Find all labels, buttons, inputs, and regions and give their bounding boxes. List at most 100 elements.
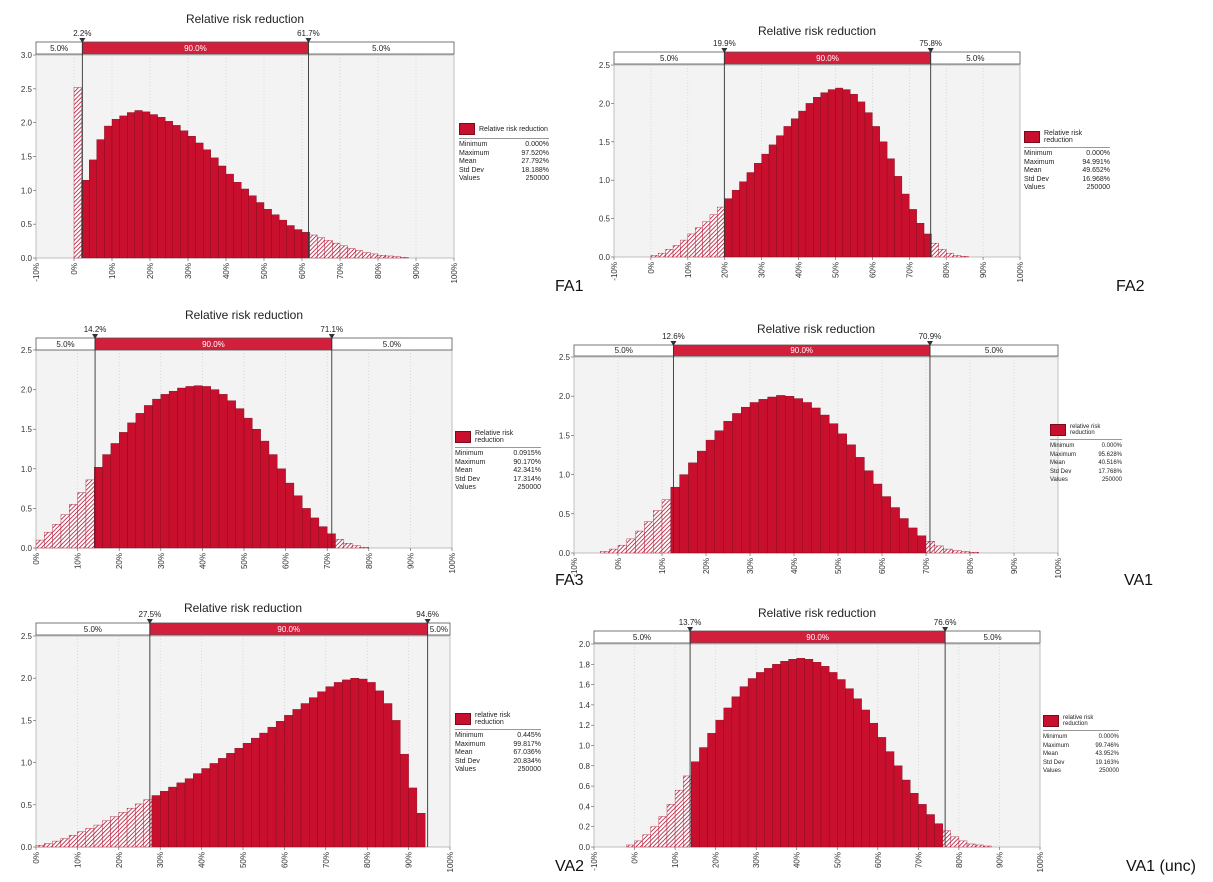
stat-value: 250000 — [1101, 477, 1122, 483]
histogram-bar — [699, 747, 708, 848]
histogram-bar — [300, 703, 310, 848]
histogram-bar — [351, 545, 361, 549]
histogram-bar — [901, 779, 911, 848]
histogram-bar — [723, 421, 733, 554]
histogram-bar — [855, 457, 865, 554]
x-tick-label: 90% — [412, 263, 421, 279]
histogram-bar — [355, 250, 364, 259]
stat-value: 250000 — [525, 175, 549, 182]
histogram-bar — [292, 709, 302, 848]
cutoff-marker-right — [305, 38, 312, 43]
histogram-bar — [688, 462, 698, 554]
chart-legend: relative risk reduction Minimum 0.000% Ma… — [1050, 424, 1122, 485]
histogram-bar — [391, 720, 401, 848]
histogram-bar — [168, 786, 177, 848]
y-tick-label: 2.0 — [21, 119, 33, 128]
cutoff-label-left: 13.7% — [679, 618, 702, 627]
x-tick-label: 90% — [405, 852, 414, 868]
histogram-bar — [85, 479, 95, 549]
histogram-bar — [943, 548, 953, 554]
histogram-bar — [267, 726, 277, 848]
histogram-bar — [309, 234, 318, 259]
x-tick-label: 40% — [790, 558, 799, 574]
stat-label: Minimum — [1024, 150, 1053, 157]
band-left-percent: 5.0% — [633, 633, 651, 642]
x-tick-label: 0% — [631, 852, 640, 864]
stat-value: 0.000% — [525, 141, 549, 148]
histogram-bar — [210, 157, 219, 259]
band-right-percent: 5.0% — [383, 340, 401, 349]
x-tick-label: -10% — [590, 852, 599, 871]
stat-value: 250000 — [517, 766, 541, 773]
y-tick-label: 2.5 — [21, 632, 33, 641]
x-tick-label: 90% — [995, 852, 1004, 868]
y-tick-label: 3.0 — [21, 51, 33, 60]
histogram-bar — [400, 257, 409, 259]
stat-value: 17.314% — [513, 475, 541, 483]
histogram-bar — [251, 737, 260, 848]
stat-label: Std Dev — [1050, 468, 1072, 475]
histogram-bar — [393, 256, 402, 259]
histogram-bar — [908, 527, 918, 554]
cutoff-marker-right — [424, 619, 431, 624]
x-tick-label: 50% — [834, 558, 843, 574]
histogram-bar — [811, 407, 821, 554]
histogram-bar — [73, 87, 82, 259]
stat-label: Maximum — [455, 458, 486, 466]
y-tick-label: 1.6 — [579, 681, 591, 690]
x-tick-label: 60% — [298, 263, 307, 279]
histogram-bar — [142, 111, 151, 259]
histogram-bar — [835, 87, 844, 258]
histogram-bar — [764, 668, 773, 848]
histogram-bar — [837, 433, 848, 554]
stat-label: Minimum — [455, 450, 484, 457]
histogram-bar — [961, 551, 971, 554]
y-tick-label: 1.0 — [599, 176, 611, 185]
histogram-bar — [135, 413, 145, 549]
histogram-bar — [218, 394, 228, 549]
stat-label: Mean — [1043, 751, 1059, 757]
histogram-bar — [749, 402, 760, 554]
histogram-bar — [910, 793, 919, 848]
histogram-bar — [805, 103, 814, 258]
histogram-bar — [642, 834, 651, 848]
x-tick-label: 50% — [833, 852, 842, 868]
histogram-bar — [293, 495, 303, 549]
stat-value: 95.628% — [1098, 451, 1122, 458]
legend-swatch — [1024, 131, 1040, 143]
histogram-bar — [746, 172, 755, 258]
histogram-bar — [152, 398, 161, 549]
x-tick-label: 20% — [702, 558, 711, 574]
cutoff-marker-left — [721, 48, 728, 53]
histogram-bar — [934, 823, 943, 848]
histogram-bar — [157, 117, 166, 259]
x-tick-label: 10% — [658, 558, 667, 574]
y-tick-label: 2.5 — [21, 85, 33, 94]
x-tick-label: 80% — [966, 558, 975, 574]
chart-title: Relative risk reduction — [185, 12, 305, 26]
chart-legend: Relative risk reduction Minimum 0.000% Ma… — [459, 123, 549, 184]
histogram-bar — [85, 828, 95, 848]
histogram-bar — [714, 430, 724, 554]
histogram-bar — [694, 227, 703, 258]
cutoff-marker-right — [926, 341, 933, 346]
stat-label: Maximum — [1050, 451, 1077, 458]
y-tick-label: 1.0 — [21, 465, 33, 474]
histogram-fa2: 0.0 0.5 1.0 1.5 2.0 2.5 -10% 0% 10% 20% 30% 40% 50% 6… — [599, 39, 1025, 282]
y-tick-label: 1.0 — [559, 471, 571, 480]
legend-swatch — [1043, 715, 1059, 727]
band-middle-percent: 90.0% — [816, 54, 839, 63]
histogram-bar — [828, 423, 839, 554]
histogram-bar — [187, 135, 196, 259]
histogram-bar — [277, 468, 286, 549]
legend-swatch — [455, 431, 471, 443]
chart-panel-fa1: Relative risk reduction 0.0 0.5 1.0 1.5 2.0 2… — [0, 0, 606, 300]
histogram-bar — [400, 753, 409, 848]
histogram-bar — [674, 789, 684, 848]
y-tick-label: 0.5 — [21, 801, 33, 810]
histogram-bar — [284, 715, 293, 848]
histogram-bar — [893, 765, 903, 848]
histogram-bar — [705, 439, 716, 554]
histogram-bar — [873, 483, 883, 554]
histogram-bar — [226, 753, 235, 848]
